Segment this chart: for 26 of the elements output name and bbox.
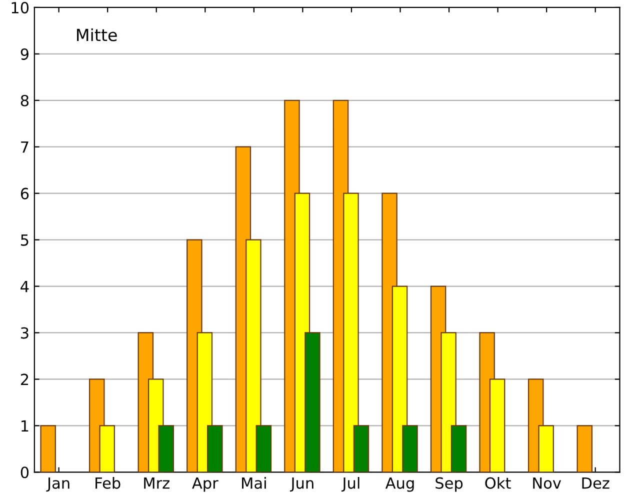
y-tick-label: 9 — [20, 48, 28, 60]
x-tick-label: Apr — [192, 477, 218, 492]
bar — [576, 425, 592, 472]
y-tick-label: 10 — [12, 2, 29, 14]
x-tick-label: Okt — [485, 477, 511, 489]
y-tick-label: 5 — [21, 234, 28, 246]
x-tick-label: Mai — [242, 477, 266, 489]
x-tick-label: Jan — [46, 477, 70, 492]
y-tick-label: 2 — [20, 374, 28, 386]
x-tick-label: Mrz — [144, 477, 170, 489]
x-tick-label: Sep — [436, 477, 463, 492]
bar — [40, 425, 56, 472]
x-tick-label: Jun — [290, 477, 314, 492]
y-tick-label: 6 — [20, 188, 29, 200]
y-tick-label: 8 — [20, 94, 29, 106]
y-tick-label: 3 — [21, 327, 28, 339]
x-tick-label: Jul — [341, 477, 360, 492]
x-tick-label: Nov — [533, 477, 562, 489]
x-tick-label: Feb — [96, 477, 120, 489]
y-tick-label: 1 — [22, 420, 28, 432]
x-tick-label: Dez — [582, 477, 610, 489]
x-tick-label: Aug — [385, 477, 414, 492]
y-tick-label: 0 — [20, 466, 29, 478]
annotation: Mitte — [77, 28, 117, 42]
y-tick-label: 4 — [20, 280, 29, 292]
y-tick-label: 7 — [21, 142, 28, 153]
